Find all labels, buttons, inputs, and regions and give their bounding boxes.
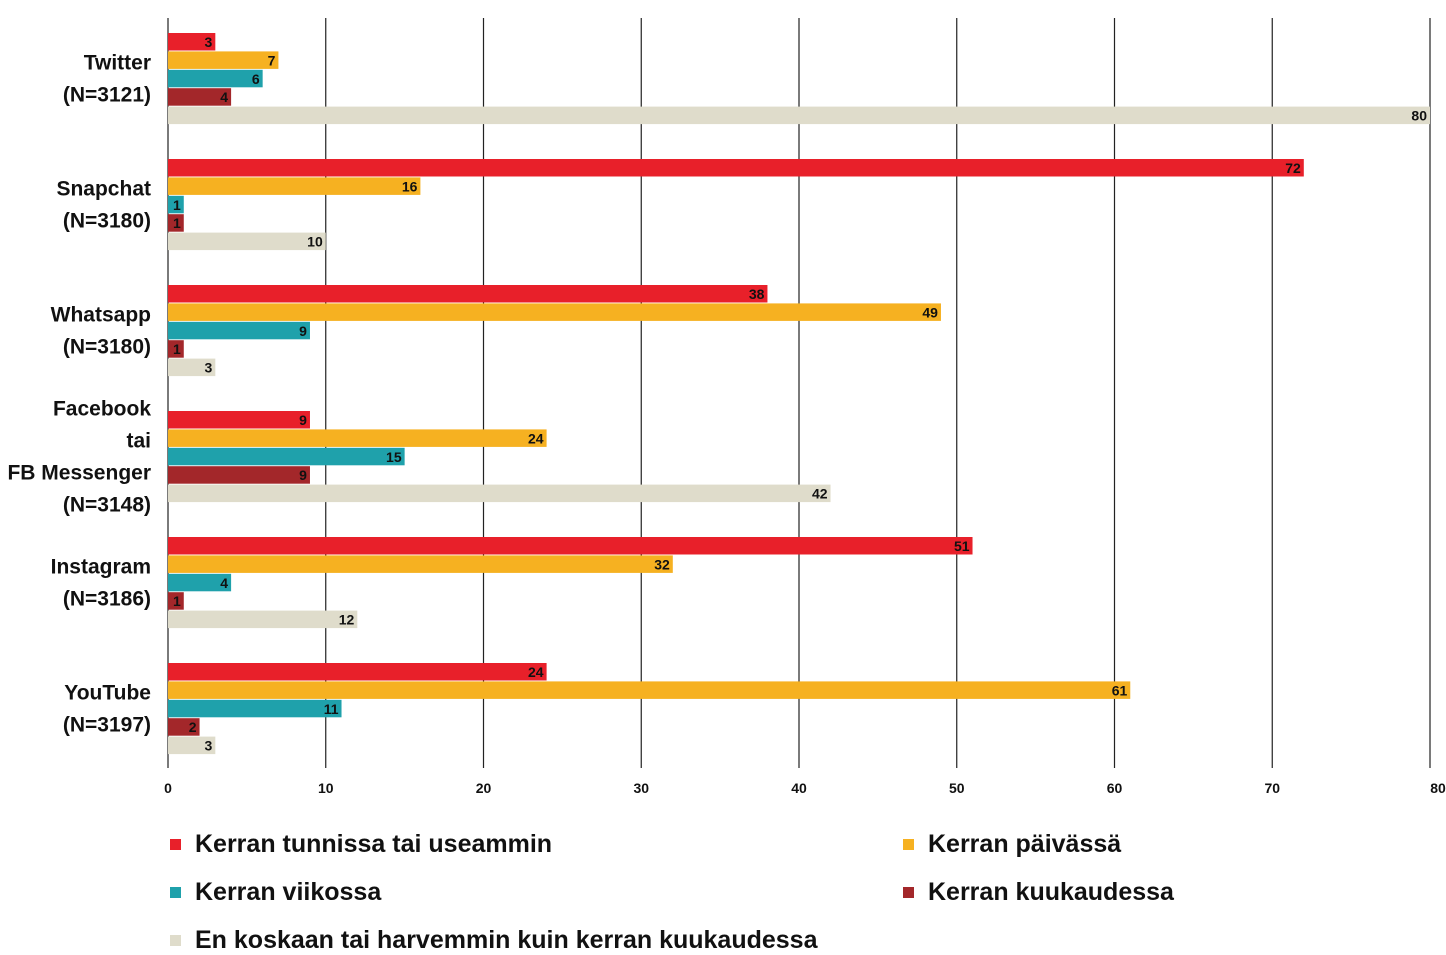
bar	[168, 106, 1430, 125]
bar	[168, 159, 1304, 177]
category-label: (N=3186)	[63, 588, 151, 611]
category-label: Whatsapp	[51, 304, 151, 327]
bar	[168, 573, 232, 592]
bar	[168, 321, 310, 340]
bar	[168, 232, 326, 251]
bar-value-label: 12	[339, 612, 355, 628]
x-tick-label: 40	[791, 780, 807, 796]
bar-value-label: 9	[299, 323, 307, 339]
bar	[168, 88, 232, 106]
bar	[168, 610, 358, 629]
bar	[168, 303, 941, 321]
bar-value-label: 6	[252, 71, 260, 87]
bar-value-label: 9	[299, 467, 307, 483]
bar	[168, 466, 310, 484]
category-label: Twitter	[84, 52, 151, 75]
bar-value-label: 16	[402, 178, 418, 194]
x-tick-label: 70	[1264, 780, 1280, 796]
bar	[168, 214, 184, 232]
bar	[168, 681, 1131, 699]
category-label: (N=3148)	[63, 494, 151, 517]
bar	[168, 736, 216, 755]
bar-value-label: 49	[922, 304, 938, 320]
bar	[168, 285, 768, 303]
grid-lines	[167, 18, 1431, 768]
bar-value-label: 24	[528, 664, 544, 680]
bar	[168, 195, 184, 214]
category-label: Instagram	[51, 556, 151, 579]
bar-value-label: 1	[173, 593, 181, 609]
category-label: Snapchat	[56, 178, 151, 201]
bar	[168, 699, 342, 718]
x-tick-label: 20	[476, 780, 492, 796]
bar	[168, 718, 200, 736]
bar-value-label: 9	[299, 412, 307, 428]
bar-value-label: 11	[324, 701, 339, 717]
bar-value-label: 1	[173, 215, 181, 231]
x-tick-label: 30	[633, 780, 649, 796]
bar-value-label: 80	[1411, 108, 1427, 124]
x-tick-label: 0	[164, 780, 172, 796]
bar-value-label: 61	[1112, 682, 1128, 698]
bar	[168, 177, 421, 195]
bar-value-label: 3	[205, 738, 213, 754]
category-label: YouTube	[64, 682, 151, 705]
bars-group: 3764807216111038499139241594251324112246…	[168, 33, 1430, 755]
bar-value-label: 7	[268, 52, 276, 68]
bar-value-label: 42	[812, 486, 828, 502]
category-label: (N=3121)	[63, 84, 151, 107]
bar	[168, 555, 673, 573]
bar-value-label: 32	[654, 556, 670, 572]
bar	[168, 69, 263, 88]
bar	[168, 592, 184, 610]
x-tick-label: 10	[318, 780, 334, 796]
bar	[168, 51, 279, 69]
category-label: (N=3180)	[63, 336, 151, 359]
x-tick-label: 50	[949, 780, 965, 796]
bar-value-label: 24	[528, 430, 544, 446]
bar-value-label: 2	[189, 719, 197, 735]
category-label: (N=3180)	[63, 210, 151, 233]
bar	[168, 429, 547, 447]
x-axis-ticks: 0 10 20 30 40 50 60 70 80	[164, 780, 1446, 796]
bar-value-label: 38	[749, 286, 765, 302]
bar	[168, 340, 184, 358]
category-label: (N=3197)	[63, 714, 151, 737]
category-label: FB Messenger	[7, 462, 151, 485]
x-tick-label: 80	[1430, 780, 1446, 796]
bar	[168, 411, 310, 429]
bar-value-label: 51	[954, 538, 970, 554]
bar	[168, 537, 973, 555]
bar-value-label: 10	[307, 234, 323, 250]
bar-value-label: 72	[1285, 160, 1301, 176]
bar	[168, 358, 216, 377]
bar	[168, 33, 216, 51]
bar-value-label: 4	[220, 89, 228, 105]
category-label: tai	[126, 430, 151, 453]
x-tick-label: 60	[1107, 780, 1123, 796]
bar-value-label: 3	[205, 34, 213, 50]
bar	[168, 447, 405, 466]
bar-value-label: 1	[173, 341, 181, 357]
category-label: Facebook	[53, 398, 151, 421]
bar-value-label: 3	[205, 360, 213, 376]
bar-value-label: 1	[173, 197, 181, 213]
category-labels: Twitter (N=3121) Snapchat (N=3180) Whatsapp (…	[7, 52, 151, 737]
bar	[168, 663, 547, 681]
bar-value-label: 15	[386, 449, 402, 465]
bar-value-label: 4	[220, 575, 228, 591]
bar	[168, 484, 831, 503]
